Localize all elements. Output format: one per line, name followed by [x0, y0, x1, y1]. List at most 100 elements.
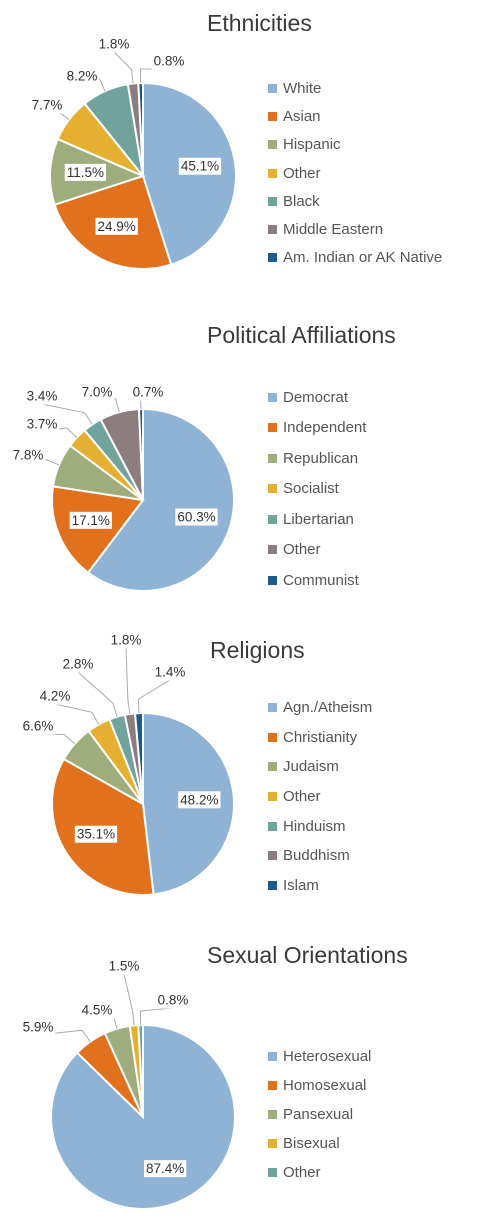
legend-item: Heterosexual: [268, 1042, 371, 1071]
legend-item: White: [268, 74, 442, 102]
legend-item: Asian: [268, 102, 442, 130]
label-background: [64, 163, 107, 181]
data-label: 17.1%: [72, 513, 110, 528]
pie-slice-heterosexual: [50, 1023, 236, 1210]
pie-sexual-orientations: 87.4% 5.9% 4.5% 1.5% 0.8%: [20, 957, 236, 1210]
data-label: 87.4%: [146, 1161, 184, 1176]
chart-sexual-orientations: Sexual Orientations 87.4% 5.9% 4.5% 1.5% 0.8…: [0, 930, 480, 1223]
legend-item: Homosexual: [268, 1071, 371, 1100]
label-background: [151, 52, 187, 70]
label-background: [69, 511, 112, 529]
legend-item: Islam: [268, 871, 372, 901]
data-label: 0.7%: [133, 385, 164, 400]
legend-item: Christianity: [268, 723, 372, 753]
pie-ethnicities: 45.1% 24.9% 11.5% 7.7% 8.2% 1.8% 0.8%: [29, 35, 237, 270]
chart-ethnicities: Ethnicities 45.1% 24.9% 11.5% 7.7% 8.2% 1.8% 0…: [0, 0, 480, 290]
legend-label: Other: [283, 541, 321, 559]
data-label: 0.8%: [158, 993, 189, 1008]
label-background: [10, 446, 46, 464]
legend-swatch: [268, 140, 277, 150]
pie-political-affiliations: 60.3% 17.1% 7.8% 3.7% 3.4% 7.0% 0.7%: [10, 383, 235, 592]
legend-label: White: [283, 79, 322, 97]
legend-item: Communist: [268, 565, 366, 596]
leader-line: [113, 51, 134, 84]
legend-label: Hinduism: [283, 817, 346, 835]
legend-label: Middle Eastern: [283, 221, 384, 239]
data-label: 7.0%: [82, 385, 113, 400]
label-background: [175, 508, 218, 526]
legend-swatch: [268, 703, 277, 713]
legend-swatch: [268, 168, 277, 178]
legend-swatch: [268, 545, 277, 555]
label-background: [143, 1160, 187, 1178]
legend-item: Middle Eastern: [268, 215, 442, 243]
legend-item: Am. Indian or AK Native: [268, 244, 442, 272]
legend-item: Other: [268, 1158, 371, 1187]
legend-swatch: [268, 484, 277, 494]
legend-swatch: [268, 1139, 277, 1148]
legend-item: Hispanic: [268, 131, 442, 159]
data-label: 11.5%: [67, 165, 104, 180]
legend-item: Bisexual: [268, 1129, 371, 1158]
legend-label: Socialist: [283, 480, 339, 498]
legend-swatch: [268, 732, 277, 742]
legend-label: Libertarian: [283, 510, 354, 528]
label-background: [79, 383, 115, 401]
label-background: [79, 1001, 115, 1019]
data-label: 2.8%: [63, 657, 94, 672]
legend-label: Buddhism: [283, 847, 350, 865]
legend-item: Other: [268, 782, 372, 812]
label-background: [95, 217, 138, 235]
legend-label: Asian: [283, 107, 321, 125]
data-label: 35.1%: [77, 827, 115, 842]
legend-item: Republican: [268, 443, 366, 474]
legend: Democrat Independent Republican Socialis…: [268, 382, 366, 596]
chart-title: Religions: [210, 637, 305, 663]
legend: Heterosexual Homosexual Pansexual Bisexu…: [268, 1042, 371, 1187]
data-label: 48.2%: [180, 792, 218, 807]
data-label: 1.4%: [155, 665, 186, 680]
pie-slice-communist: [137, 407, 144, 501]
data-label: 7.7%: [32, 98, 63, 113]
legend-swatch: [268, 225, 277, 235]
leader-line: [41, 403, 93, 425]
legend-item: Agn./Atheism: [268, 693, 372, 723]
data-label: 1.8%: [111, 633, 142, 648]
chart-title: Sexual Orientations: [207, 942, 408, 968]
legend-label: Other: [283, 788, 321, 806]
data-label: 1.8%: [99, 37, 130, 52]
legend: White Asian Hispanic Other Black Middle …: [268, 74, 442, 272]
data-label: 0.8%: [154, 54, 185, 69]
data-label: 45.1%: [181, 159, 219, 174]
legend-label: Black: [283, 192, 320, 210]
data-label: 4.5%: [82, 1003, 113, 1018]
label-background: [96, 35, 132, 53]
legend-label: Republican: [283, 449, 359, 467]
legend-item: Democrat: [268, 382, 366, 413]
legend-label: Other: [283, 164, 321, 182]
legend-swatch: [268, 1168, 277, 1177]
label-background: [29, 96, 65, 114]
data-label: 24.9%: [98, 219, 136, 234]
label-background: [64, 67, 100, 85]
leader-line: [123, 973, 135, 1026]
pie-slice-independent: [51, 485, 145, 575]
leader-line: [125, 647, 131, 715]
chart-title: Political Affiliations: [207, 322, 396, 348]
legend-swatch: [268, 514, 277, 524]
legend-label: Agn./Atheism: [283, 699, 373, 717]
data-label: 4.2%: [40, 689, 71, 704]
data-label: 60.3%: [177, 510, 215, 525]
label-background: [178, 157, 222, 175]
legend: Agn./Atheism Christianity Judaism Other …: [268, 693, 372, 900]
legend-label: Hispanic: [283, 136, 341, 154]
legend-swatch: [268, 1081, 277, 1090]
data-label: 5.9%: [23, 1020, 54, 1035]
legend-item: Black: [268, 187, 442, 215]
pie-religions: 48.2% 35.1% 6.6% 4.2% 2.8% 1.8% 1.4%: [20, 631, 235, 896]
data-label: 1.5%: [109, 959, 140, 974]
label-background: [130, 383, 166, 401]
label-background: [24, 387, 60, 405]
data-label: 3.7%: [27, 417, 58, 432]
label-background: [178, 791, 221, 809]
